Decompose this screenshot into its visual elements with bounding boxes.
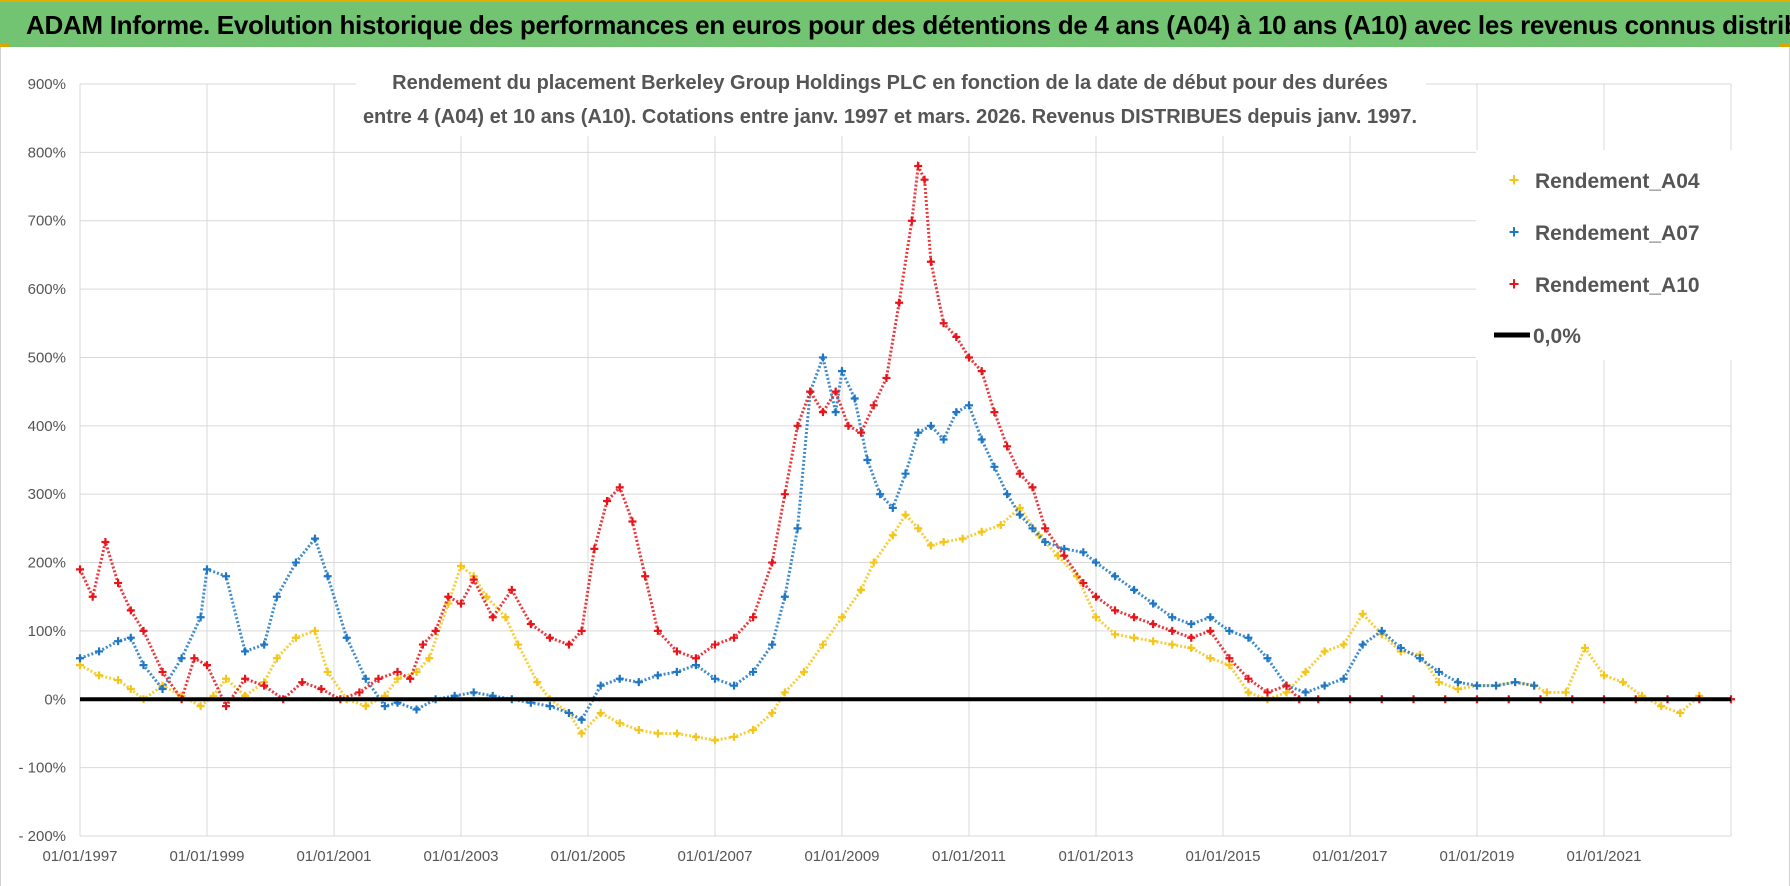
header-corner-right [1780,43,1790,47]
y-tick-label: 0% [44,691,66,708]
legend-marker-a07: + [1509,222,1520,242]
x-tick-label: 01/01/2005 [550,848,625,865]
header-corner-left [0,43,10,47]
point-a07-66 [1130,585,1139,594]
trace-a10 [78,160,1731,710]
point-a07-5 [158,685,167,694]
legend-label-a04: Rendement_A04 [1535,170,1700,193]
y-tick-label: 700% [28,213,66,230]
point-a04-43 [799,667,808,676]
chart-title-backdrop [356,64,1426,136]
x-tick-label: 01/01/2011 [932,848,1006,865]
point-a07-67 [1149,599,1158,608]
point-a10-33 [603,497,612,506]
y-tick-label: 500% [28,349,66,366]
point-a04-45 [838,613,846,622]
series-a07 [76,352,1539,724]
y-tick-label: 300% [28,486,66,503]
header-bar: ADAM Informe. Evolution historique des p… [0,0,1790,47]
x-tick-label: 01/01/2017 [1312,848,1387,865]
point-a10-67 [1060,551,1069,560]
x-tick-label: 01/01/2015 [1185,848,1260,865]
legend-label-zero: 0,0% [1533,325,1581,348]
point-a04-88 [1619,678,1628,687]
trace-a04 [79,505,1701,742]
chart-title-line-2: entre 4 (A04) et 10 ans (A10). Cotations… [363,106,1417,128]
x-tick-label: 01/01/2019 [1439,848,1514,865]
trace-a07 [79,352,1535,722]
point-a07-70 [1206,613,1215,622]
x-tick-label: 01/01/1999 [169,848,244,865]
y-tick-label: 900% [28,76,66,93]
point-a07-0 [76,654,84,663]
point-a04-46 [857,585,866,594]
y-tick-label: 400% [28,418,66,435]
point-a04-57 [1034,531,1043,540]
data-points [76,160,1735,745]
x-tick-label: 01/01/2007 [677,848,752,865]
header-title: ADAM Informe. Evolution historique des p… [26,10,1790,40]
legend-marker-a10: + [1509,274,1520,294]
x-tick-label: 01/01/2009 [804,848,879,865]
x-tick-label: 01/01/2013 [1058,848,1133,865]
y-tick-label: - 100% [18,760,66,777]
point-a07-48 [876,490,885,499]
series-a04 [76,503,1704,745]
point-a10-69 [1092,592,1100,601]
y-tick-label: 100% [28,623,66,640]
axis-labels: 900% 800% 700% 600% 500% 400% 300% 200% 100% 0% - … [18,76,1641,865]
point-a04-71 [1301,667,1310,676]
legend-marker-a04: + [1509,170,1520,190]
y-tick-label: 200% [28,555,66,572]
point-a07-79 [1377,626,1386,635]
point-a04-28 [533,678,542,687]
legend-label-a07: Rendement_A07 [1535,222,1700,245]
y-tick-label: - 200% [18,828,66,845]
legend: + Rendement_A04 + Rendement_A07 + Rendem… [1476,150,1758,360]
point-a07-65 [1111,572,1120,581]
legend-label-a10: Rendement_A10 [1535,274,1700,297]
y-tick-label: 600% [28,281,66,298]
x-tick-label: 01/01/2001 [296,848,371,865]
legend-box [1476,150,1758,360]
series-a10 [76,160,1735,711]
point-a10-12 [260,681,269,690]
point-a07-64 [1092,558,1100,567]
y-tick-label: 800% [28,144,66,161]
x-tick-label: 01/01/2021 [1566,848,1641,865]
chart-title-line-1: Rendement du placement Berkeley Group Ho… [392,72,1388,94]
x-tick-label: 01/01/1997 [42,848,117,865]
x-tick-label: 01/01/2003 [423,848,498,865]
